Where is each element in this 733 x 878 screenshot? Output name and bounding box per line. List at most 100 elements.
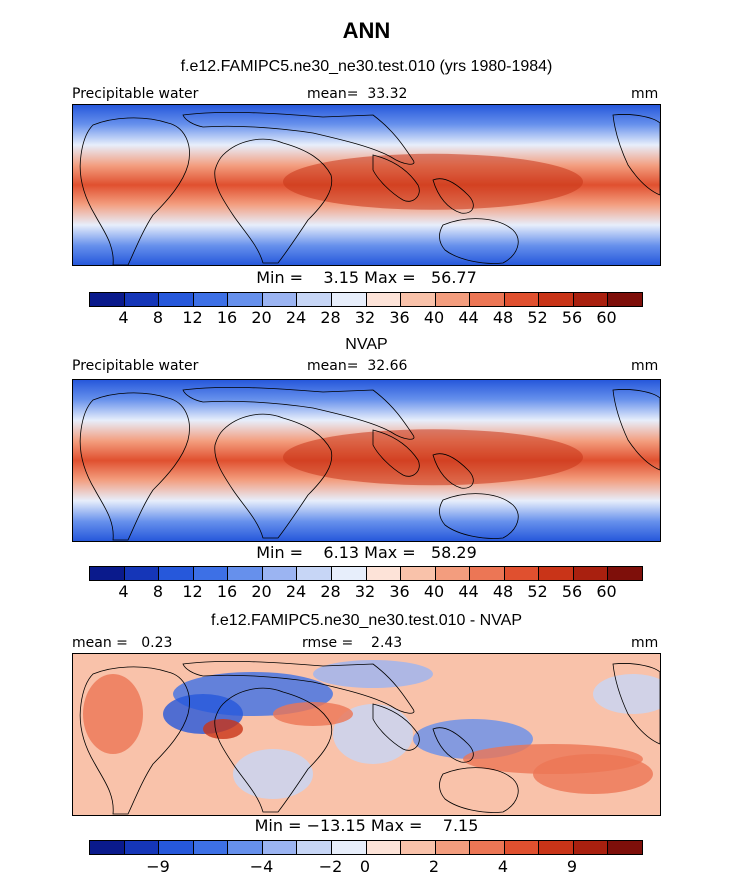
coastline bbox=[214, 413, 333, 539]
colorbar-swatch bbox=[193, 293, 229, 306]
colorbar-tick-label: 28 bbox=[320, 308, 341, 327]
coastline bbox=[214, 687, 333, 813]
colorbar-swatch bbox=[90, 293, 125, 306]
coastlines bbox=[79, 112, 660, 265]
stats-model: Min = 3.15 Max = 56.77 bbox=[256, 268, 477, 287]
colorbar-swatch bbox=[193, 567, 229, 580]
colorbar-swatch bbox=[124, 567, 160, 580]
colorbar-swatch bbox=[470, 567, 505, 580]
colorbar-tick-label: 40 bbox=[423, 582, 445, 601]
center-label-model: mean= 33.32 bbox=[307, 86, 408, 102]
colorbar-swatch bbox=[504, 567, 540, 580]
colorbar-tick-label: −2 bbox=[318, 857, 343, 876]
colorbar-swatch bbox=[401, 293, 436, 306]
colorbar-swatch bbox=[297, 293, 332, 306]
stats-obs: Min = 6.13 Max = 58.29 bbox=[256, 543, 477, 562]
coastline bbox=[612, 663, 660, 745]
colorbar-tick-label: −4 bbox=[249, 857, 274, 876]
coastline bbox=[79, 117, 190, 265]
colorbar-tick-label: 4 bbox=[118, 582, 129, 601]
colorbar-tick-label: 20 bbox=[251, 582, 272, 601]
map-field bbox=[73, 380, 660, 541]
coastline bbox=[79, 392, 190, 541]
coastline bbox=[612, 114, 660, 196]
colorbar-swatch bbox=[504, 841, 540, 854]
colorbar-swatch bbox=[366, 841, 402, 854]
colorbar-swatch bbox=[262, 567, 298, 580]
colorbar-tick-label: 12 bbox=[182, 308, 203, 327]
colorbar-swatch bbox=[124, 293, 160, 306]
colorbar-tick-label: 4 bbox=[118, 308, 129, 327]
colorbar-tick-label: 60 bbox=[596, 308, 617, 327]
coastline bbox=[612, 389, 660, 471]
units-label-obs: mm bbox=[631, 358, 659, 374]
colorbar-tick-label: 8 bbox=[152, 582, 164, 601]
main-title: ANN bbox=[342, 18, 391, 43]
units-label-model: mm bbox=[631, 86, 659, 102]
colorbar-swatch bbox=[401, 841, 436, 854]
colorbar-diff bbox=[89, 840, 643, 855]
colorbar-tick-label: 2 bbox=[428, 857, 440, 876]
coastline bbox=[432, 727, 474, 763]
map-diff bbox=[72, 653, 661, 816]
colorbar-swatch bbox=[573, 567, 609, 580]
coastline bbox=[372, 429, 420, 477]
colorbar-swatch bbox=[573, 293, 609, 306]
colorbar-tick-label: 36 bbox=[389, 308, 410, 327]
colorbar-tick-label: 52 bbox=[527, 308, 548, 327]
colorbar-tick-label: 9 bbox=[566, 857, 578, 876]
left-label-model: Precipitable water bbox=[72, 86, 199, 102]
colorbar-swatch bbox=[366, 567, 402, 580]
colorbar-swatch bbox=[435, 293, 471, 306]
colorbar-tick-label: 28 bbox=[320, 582, 341, 601]
colorbar-swatch bbox=[331, 293, 367, 306]
colorbar-swatch bbox=[539, 567, 574, 580]
colorbar-swatch bbox=[435, 567, 471, 580]
colorbar-tick-label: 40 bbox=[423, 308, 445, 327]
colorbar-swatch bbox=[90, 567, 125, 580]
colorbar-tick-label: 44 bbox=[458, 308, 479, 327]
colorbar-swatch bbox=[608, 567, 642, 580]
colorbar-swatch bbox=[331, 841, 367, 854]
colorbar-swatch bbox=[366, 293, 402, 306]
colorbar-swatch bbox=[331, 567, 367, 580]
colorbar-swatch bbox=[90, 841, 125, 854]
colorbar-tick-label: 20 bbox=[251, 308, 272, 327]
colorbar-swatch bbox=[193, 841, 229, 854]
panel-title-obs: NVAP bbox=[345, 336, 388, 353]
map-model bbox=[72, 104, 661, 266]
colorbar-swatch bbox=[228, 567, 263, 580]
colorbar-swatch bbox=[297, 567, 332, 580]
colorbar-tick-label: 48 bbox=[492, 308, 514, 327]
colorbar-tick-label: 48 bbox=[492, 582, 514, 601]
coastline bbox=[372, 154, 420, 202]
colorbar-swatch bbox=[401, 567, 436, 580]
colorbar-swatch bbox=[228, 293, 263, 306]
colorbar-swatch bbox=[470, 293, 505, 306]
colorbar-tick-label: 60 bbox=[596, 582, 617, 601]
colorbar-tick-label: 44 bbox=[458, 582, 479, 601]
map-field bbox=[73, 105, 660, 265]
coastline bbox=[214, 138, 333, 264]
colorbar-tick-label: 52 bbox=[527, 582, 548, 601]
colorbar-obs bbox=[89, 566, 643, 581]
colorbar-tick-label: 24 bbox=[285, 582, 307, 601]
coastline bbox=[182, 112, 415, 165]
colorbar-swatch bbox=[539, 841, 574, 854]
panel-title-model: f.e12.FAMIPC5.ne30_ne30.test.010 (yrs 19… bbox=[180, 58, 553, 75]
coastlines bbox=[79, 387, 660, 541]
colorbar-tick-label: 8 bbox=[152, 308, 164, 327]
colorbar-swatch bbox=[297, 841, 332, 854]
colorbar-ticks-diff: −9 −4 −2 0 2 4 9 bbox=[89, 857, 641, 877]
coastlines bbox=[79, 661, 660, 815]
coastline bbox=[432, 453, 474, 489]
coastline bbox=[182, 661, 415, 714]
coastline bbox=[79, 666, 190, 815]
panel-title-diff: f.e12.FAMIPC5.ne30_ne30.test.010 - NVAP bbox=[211, 612, 522, 629]
colorbar-swatch bbox=[159, 567, 194, 580]
colorbar-swatch bbox=[470, 841, 505, 854]
map-field bbox=[73, 654, 660, 815]
coastline bbox=[372, 703, 420, 751]
colorbar-swatch bbox=[539, 293, 574, 306]
colorbar-tick-label: 4 bbox=[497, 857, 509, 876]
